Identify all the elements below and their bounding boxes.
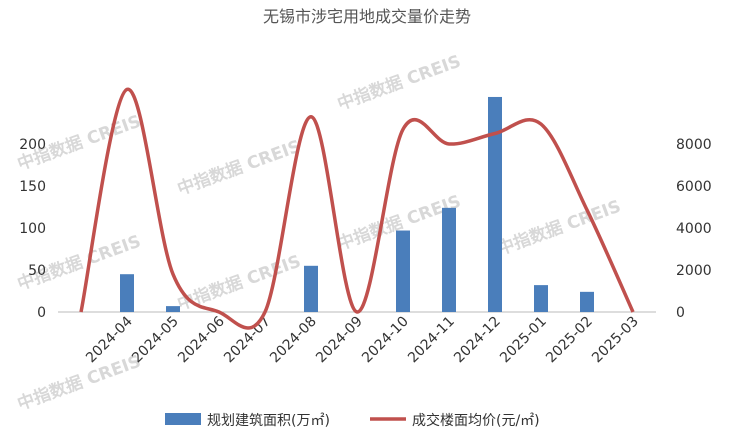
bar [442,207,456,312]
bar [304,265,318,312]
y-tick-label: 0 [37,305,46,321]
y2-tick-label: 0 [676,305,685,321]
x-tick-label: 2024-10 [359,314,412,367]
bar [580,291,594,312]
y-tick-label: 50 [28,263,46,279]
x-tick-label: 2024-07 [221,314,274,367]
svg-text:中指数据 CREIS: 中指数据 CREIS [15,351,144,415]
y2-tick-label: 8000 [676,137,712,153]
y2-tick-label: 6000 [676,179,712,195]
x-tick-label: 2025-01 [497,314,550,367]
y-tick-label: 200 [19,137,46,153]
x-tick-label: 2024-12 [451,314,504,367]
x-tick-label: 2025-03 [589,314,642,367]
x-tick-label: 2024-11 [405,314,458,367]
bar [120,274,134,312]
x-tick-label: 2025-02 [543,314,596,367]
legend-swatch [165,413,201,425]
y-tick-label: 150 [19,179,46,195]
bar [166,306,180,312]
line [79,87,635,330]
bar [534,285,548,312]
svg-text:中指数据 CREIS: 中指数据 CREIS [335,51,464,115]
x-tick-label: 2024-06 [175,313,228,366]
x-tick-label: 2024-08 [267,314,320,367]
bar [396,230,410,312]
svg-text:中指数据 CREIS: 中指数据 CREIS [175,136,304,200]
chart-title: 无锡市涉宅用地成交量价走势 [263,7,471,26]
y2-tick-label: 2000 [676,263,712,279]
x-tick-label: 2024-05 [129,314,182,367]
y-tick-label: 100 [19,221,46,237]
y2-tick-label: 4000 [676,221,712,237]
legend-label: 规划建筑面积(万㎡) [207,413,330,429]
x-tick-label: 2024-09 [313,314,366,367]
legend-label: 成交楼面均价(元/㎡) [412,412,540,429]
bar [488,96,502,313]
